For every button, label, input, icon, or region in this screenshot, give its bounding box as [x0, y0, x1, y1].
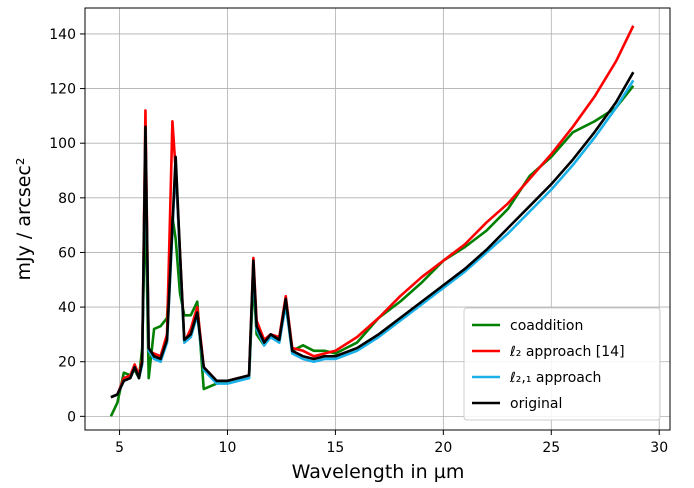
legend: coaddition ℓ₂ approach [14] ℓ₂,₁ approach o…	[463, 307, 661, 421]
x-tick-label: 15	[326, 440, 344, 456]
legend-label: ℓ₂ approach [14]	[509, 344, 625, 360]
y-tick-label: 80	[58, 191, 76, 207]
legend-label: coaddition	[510, 318, 583, 334]
y-tick-label: 0	[67, 409, 76, 425]
x-tick-label: 20	[434, 440, 452, 456]
legend-label: ℓ₂,₁ approach	[509, 370, 601, 386]
y-tick-label: 140	[49, 27, 76, 43]
series-line	[110, 71, 635, 399]
y-tick-label: 60	[58, 245, 76, 261]
y-tick-label: 100	[49, 136, 76, 152]
y-tick-label: 20	[58, 355, 76, 371]
x-tick-label: 10	[219, 440, 237, 456]
x-tick-label: 5	[115, 440, 124, 456]
y-tick-label: 120	[49, 82, 76, 98]
x-tick-label: 25	[542, 440, 560, 456]
y-tick-label: 40	[58, 300, 76, 316]
x-axis-label: Wavelength in µm	[292, 461, 465, 483]
legend-label: original	[510, 396, 562, 412]
x-tick-label: 30	[650, 440, 668, 456]
plot-frame	[84, 7, 671, 431]
legend-box	[463, 307, 661, 421]
y-axis-label: mJy / arcsec²	[13, 158, 35, 281]
